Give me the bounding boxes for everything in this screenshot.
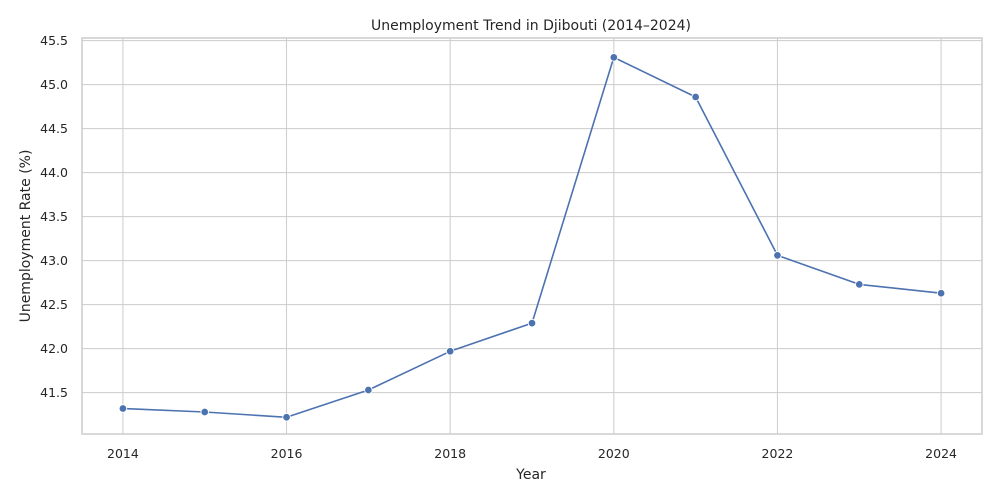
y-tick-label: 43.5 — [40, 209, 68, 224]
x-tick-label: 2016 — [271, 446, 303, 461]
plot-frame — [81, 37, 983, 435]
data-point — [200, 407, 209, 417]
y-tick-label: 43.0 — [40, 253, 68, 268]
data-point — [445, 347, 455, 356]
x-tick-label: 2022 — [762, 446, 794, 461]
chart-title: Unemployment Trend in Djibouti (2014–202… — [371, 18, 691, 34]
y-tick-label: 45.0 — [40, 77, 68, 92]
data-point — [691, 92, 700, 102]
y-tick-label: 44.5 — [40, 121, 68, 136]
series-layer — [118, 53, 946, 422]
x-axis: 2014 2016 2018 2020 2022 2024 — [107, 446, 957, 461]
data-point — [282, 413, 291, 422]
data-point — [527, 318, 537, 328]
series-line — [122, 56, 942, 419]
data-point — [118, 404, 128, 413]
grid — [82, 38, 982, 434]
x-tick-label: 2014 — [107, 446, 139, 461]
x-tick-label: 2020 — [598, 446, 630, 461]
x-axis-label: Year — [515, 467, 546, 483]
data-point — [364, 385, 373, 395]
y-axis: 41.5 42.0 42.5 43.0 43.5 44.0 44.5 45.0 45.5 — [40, 33, 68, 400]
y-axis-label: Unemployment Rate (%) — [18, 150, 34, 323]
data-point — [936, 288, 946, 298]
y-tick-label: 44.0 — [40, 165, 68, 180]
x-tick-label: 2018 — [434, 446, 466, 461]
y-tick-label: 45.5 — [40, 33, 68, 48]
data-point — [773, 251, 782, 260]
y-tick-label: 42.5 — [40, 297, 68, 312]
x-tick-label: 2024 — [925, 446, 957, 461]
data-point — [609, 53, 619, 62]
data-point — [855, 280, 864, 289]
y-tick-label: 42.0 — [40, 341, 68, 356]
y-tick-label: 41.5 — [40, 385, 68, 400]
